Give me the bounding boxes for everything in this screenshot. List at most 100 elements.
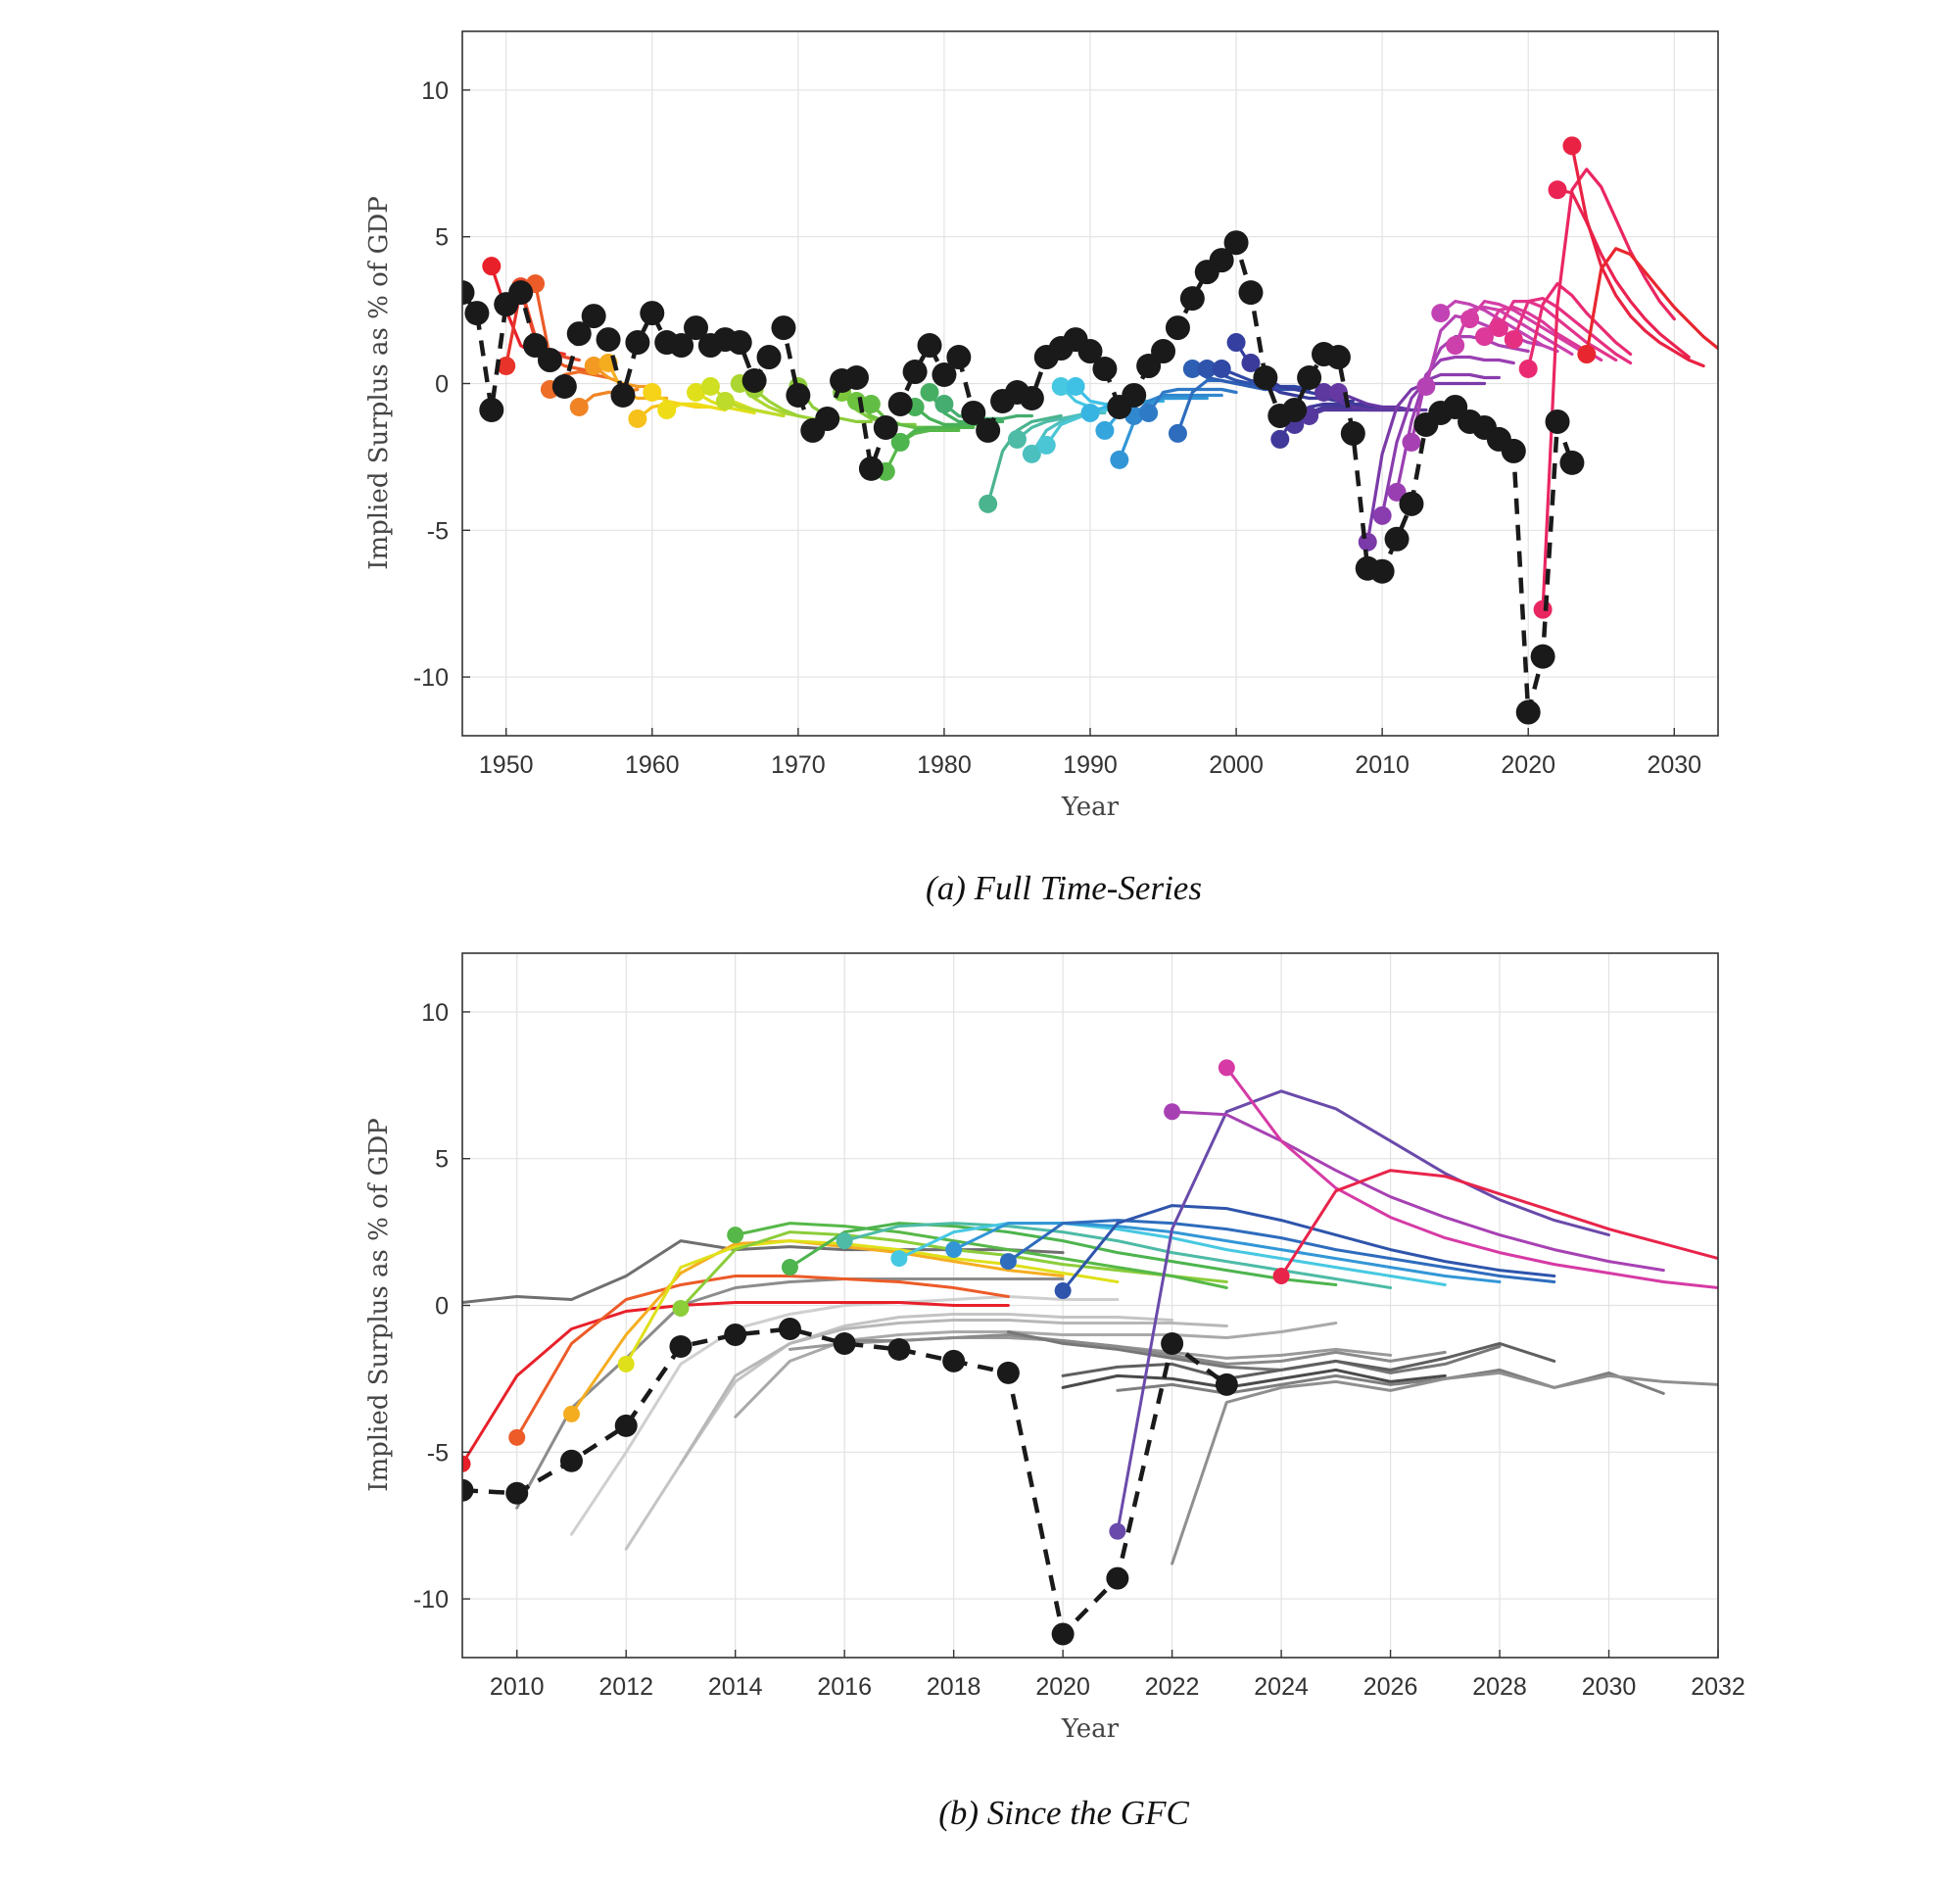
panel-a-actual-point-1957	[596, 327, 621, 353]
panel-b-forecast-line-2014	[734, 1222, 1228, 1289]
panel-b-forecast-line-2010-gray	[515, 1277, 1065, 1510]
panel-a-actual-point-1972	[815, 406, 840, 431]
panel-b-forecast-start-point-2017	[890, 1250, 908, 1268]
panel-a-actual-point-2020	[1515, 699, 1541, 725]
panel-a-forecast-line-1965	[723, 399, 786, 418]
panel-a-forecast-start-point-1960	[643, 382, 662, 402]
panel-b-y-tick-label: 5	[435, 1146, 449, 1174]
panel-a-actual-point-2021	[1530, 644, 1555, 669]
panel-a-forecast-start-point-1955	[569, 397, 589, 416]
panel-b-forecast-line-2009	[462, 1301, 1010, 1466]
panel-a-actual-point-2000	[1223, 230, 1249, 256]
panel-b-actual-point-2012	[614, 1414, 638, 1437]
panel-a-actual-point-1991	[1092, 357, 1118, 382]
panel-b-actual-point-2014	[724, 1323, 747, 1346]
panel-a-y-tick-label: 5	[435, 224, 449, 252]
panel-a-actual-point-1981	[946, 345, 972, 370]
panel-a-forecast-line-2022	[1555, 188, 1691, 360]
panel-a-forecast-line-1952	[533, 282, 596, 374]
panel-a-forecast-start-point-1998	[1197, 360, 1217, 379]
panel-b-forecast-start-point-2018	[945, 1241, 963, 1259]
panel-b-since-the-gfc: 2010 2012 2014 2016 2018 2020 2022 2024 2026 2028…	[364, 952, 1745, 1832]
panel-b-forecast-line-2024	[1279, 1169, 1718, 1277]
panel-a-forecast-start-point-2009	[1358, 532, 1377, 552]
panel-b-actual-point-2017	[887, 1337, 911, 1361]
panel-a-actual-point-1999	[1209, 248, 1234, 273]
panel-b-forecast-line-2022-gray	[1171, 1371, 1718, 1565]
panel-a-actual-point-1978	[902, 360, 928, 385]
panel-b-forecast-line-2011-gray	[570, 1295, 1120, 1536]
panel-a-forecast-start-point-1989	[1066, 376, 1085, 396]
panel-a-y-tick-label: 0	[435, 371, 449, 399]
panel-b-forecast-line-2020	[1061, 1204, 1556, 1292]
panel-b-forecast-line-2018	[952, 1222, 1502, 1283]
panel-b-actual-point-2011	[559, 1449, 583, 1472]
panel-a-forecast-line-1983	[986, 413, 1063, 506]
panel-a-tick-labels: 1950 1960 1970 1980 1990 2000 2010 2020 2030 -10 -…	[413, 77, 1701, 779]
panel-a-forecast-start-point-2012	[1402, 432, 1421, 452]
panel-b-forecast-line-2022	[1171, 1110, 1665, 1273]
panel-a-forecast-line-2013	[1424, 314, 1545, 389]
panel-a-x-tick-label: 1960	[625, 751, 680, 779]
panel-a-actual-point-1960	[640, 301, 665, 326]
panel-b-actual-point-2022	[1161, 1331, 1184, 1355]
panel-a-forecast-start-point-2000	[1226, 333, 1246, 353]
panel-a-forecast-start-point-1980	[934, 394, 954, 413]
panel-a-forecast-start-point-1997	[1182, 360, 1202, 379]
panel-a-forecast-start-point-1988	[1051, 376, 1071, 396]
panel-a-forecast-start-point-1992	[1110, 450, 1129, 469]
panel-b-actual-point-2013	[669, 1334, 693, 1358]
panel-b-actual-point-2020	[1051, 1622, 1075, 1646]
panel-a-forecast-line-2023	[1570, 144, 1705, 368]
panel-a-actual-point-1974	[843, 365, 869, 391]
panel-a-x-tick-label: 1970	[771, 751, 826, 779]
panel-a-actual-point-2019	[1501, 438, 1526, 463]
panel-a-actual-point-1948	[464, 301, 490, 326]
panel-a-forecast-start-point-2020	[1518, 360, 1538, 379]
panel-b-forecast-start-point-2010	[508, 1428, 526, 1446]
panel-b-forecast-start-point-2020	[1054, 1282, 1072, 1300]
panel-a-forecast-start-point-2007	[1328, 382, 1348, 402]
panel-a-actual-point-1969	[771, 315, 796, 341]
panel-a-actual-point-1979	[917, 333, 942, 359]
panel-a-forecast-start-point-2006	[1315, 382, 1334, 402]
panel-b-forecast-line-2010	[515, 1275, 1010, 1439]
panel-a-x-tick-label: 1990	[1063, 751, 1118, 779]
panel-b-forecast-start-point-2019	[999, 1253, 1017, 1271]
panel-a-forecast-start-point-2016	[1460, 310, 1480, 329]
panel-b-x-tick-label: 2030	[1582, 1673, 1637, 1701]
panel-a-forecast-start-point-2010	[1372, 506, 1392, 525]
panel-a-actual-point-1963	[684, 315, 709, 341]
panel-a-actual-point-1997	[1179, 286, 1205, 312]
panel-b-forecast-start-point-2011	[562, 1405, 580, 1422]
panel-b-x-tick-label: 2010	[490, 1673, 545, 1701]
panel-b-caption: (b) Since the GFC	[938, 1794, 1189, 1832]
panel-b-x-tick-label: 2032	[1691, 1673, 1745, 1701]
panel-a-forecast-start-point-2022	[1548, 180, 1567, 200]
panel-a-forecast-start-point-1979	[920, 382, 939, 402]
panel-a-forecast-start-point-1987	[1036, 435, 1056, 455]
panel-b-actual-point-2015	[778, 1317, 801, 1340]
panel-a-y-tick-label: 10	[421, 77, 449, 105]
panel-a-forecast-start-point-2013	[1416, 376, 1436, 396]
panel-b-actual-point-2021	[1106, 1566, 1129, 1590]
panel-a-actual-point-1953	[537, 348, 562, 373]
panel-a-forecast-line-2010	[1380, 372, 1502, 517]
panel-a-actual-point-1962	[669, 333, 694, 359]
panel-a-forecast-line-2016	[1467, 300, 1589, 357]
panel-b-actual-series-line	[462, 1326, 1228, 1637]
panel-a-actual-point-1990	[1077, 339, 1103, 364]
panel-a-forecast-line-1993	[1132, 393, 1223, 418]
panel-a-forecast-start-point-1985	[1007, 429, 1027, 449]
panel-a-forecast-line-1994	[1146, 387, 1238, 415]
panel-a-actual-point-2005	[1297, 365, 1322, 391]
panel-a-actual-point-2010	[1369, 558, 1395, 584]
panel-a-actual-point-2002	[1253, 365, 1278, 391]
panel-b-actual-point-2018	[942, 1349, 966, 1372]
panel-b-forecast-line-2023	[1224, 1066, 1718, 1289]
panel-b-y-tick-label: -10	[413, 1586, 449, 1613]
panel-b-forecast-line-2012-gray	[624, 1313, 1174, 1551]
panel-a-x-tick-label: 1980	[917, 751, 972, 779]
panel-a-forecast-start-point-2015	[1446, 336, 1465, 356]
panel-a-actual-point-2001	[1238, 280, 1264, 306]
